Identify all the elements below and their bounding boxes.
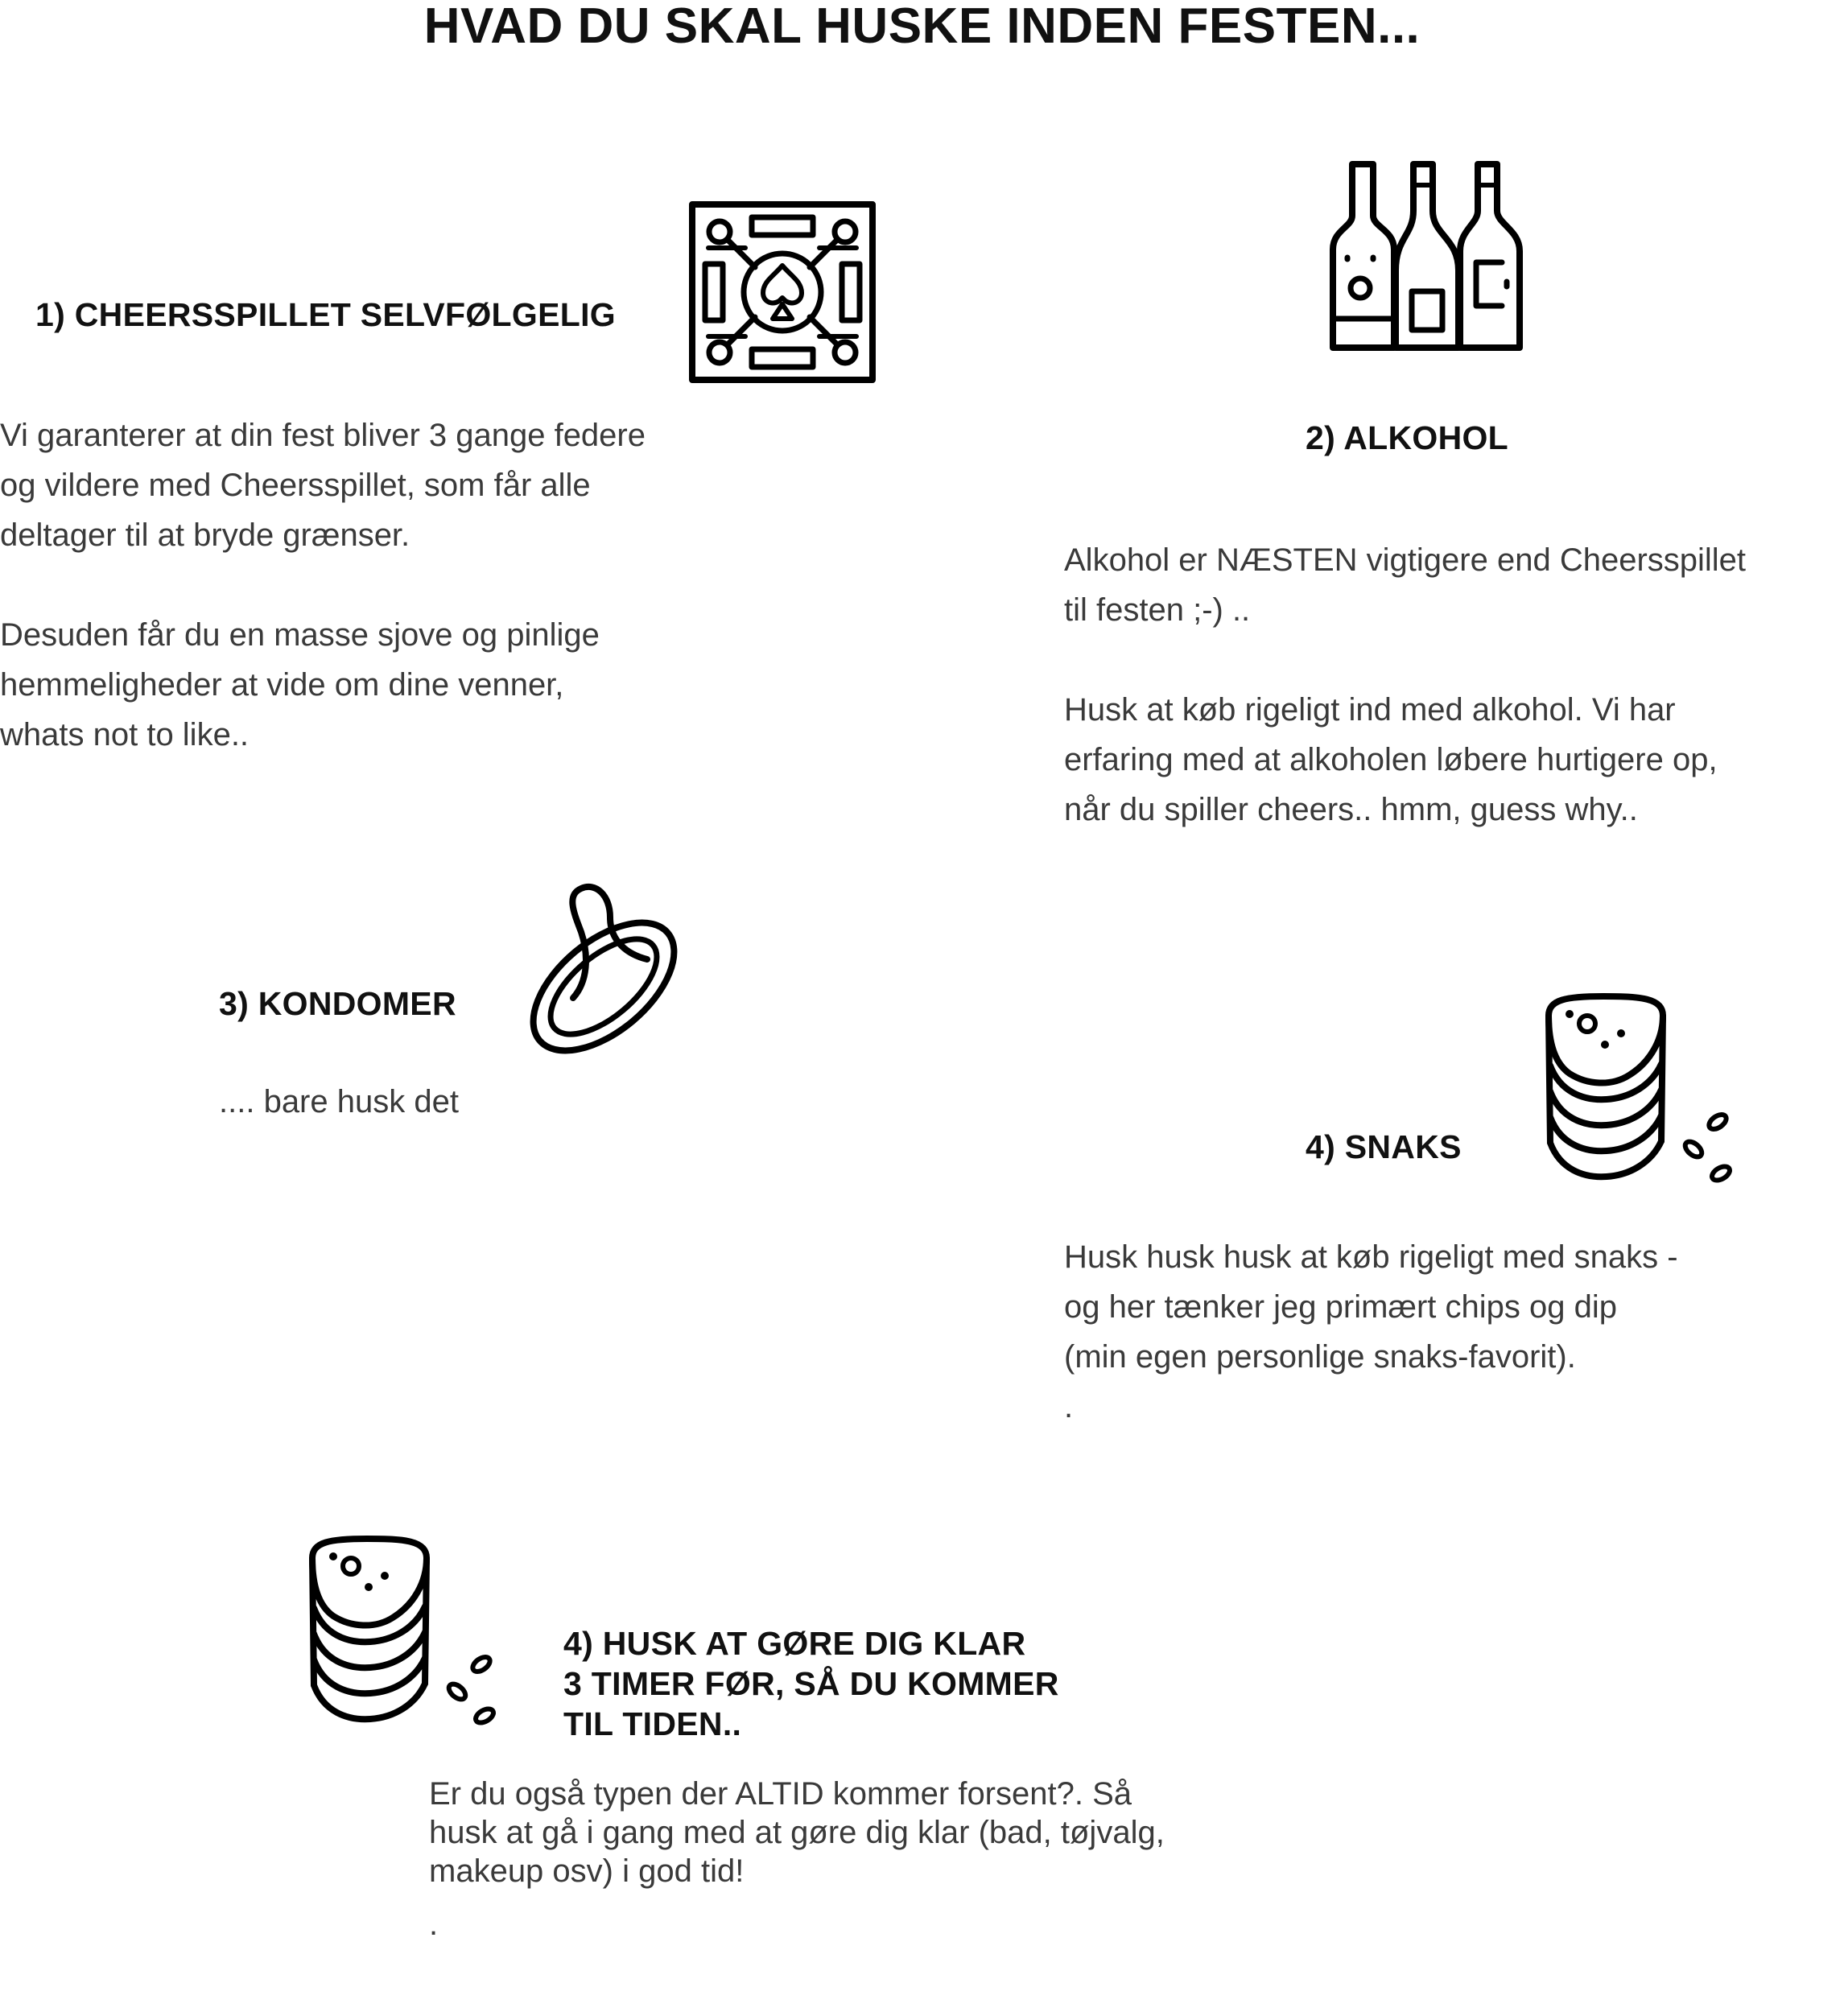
section-3-body: .... bare husk det <box>219 1077 459 1127</box>
text-line: Vi garanterer at din fest bliver 3 gange… <box>0 418 646 453</box>
text-line: . <box>429 1907 439 1942</box>
heading-line: 4) HUSK AT GØRE DIG KLAR <box>563 1625 1026 1662</box>
text-line: . <box>1064 1389 1074 1424</box>
heading-line: 3 TIMER FØR, SÅ DU KOMMER <box>563 1665 1059 1702</box>
text-line: erfaring med at alkoholen løbere hurtige… <box>1064 742 1718 777</box>
text-line: når du spiller cheers.. hmm, guess why.. <box>1064 792 1638 827</box>
text-line: Husk husk husk at køb rigeligt med snaks… <box>1064 1239 1678 1275</box>
text-line: whats not to like.. <box>0 717 250 752</box>
text-line: Er du også typen der ALTID kommer forsen… <box>429 1776 1132 1812</box>
section-4-heading: 4) SNAKS <box>1306 1128 1462 1165</box>
section-4-body: Husk husk husk at køb rigeligt med snaks… <box>1064 1232 1678 1432</box>
text-line: makeup osv) i god tid! <box>429 1853 745 1889</box>
bottles-icon <box>1328 158 1524 356</box>
text-line: Desuden får du en masse sjove og pinlige <box>0 617 600 653</box>
section-1-heading: 1) CHEERSSPILLET SELVFØLGELIG <box>35 296 616 333</box>
section-5-heading: 4) HUSK AT GØRE DIG KLAR 3 TIMER FØR, SÅ… <box>563 1623 1059 1744</box>
section-5-body: Er du også typen der ALTID kommer forsen… <box>429 1775 1165 1944</box>
text-line: .... bare husk det <box>219 1084 459 1119</box>
text-line: Alkohol er NÆSTEN vigtigere end Cheerssp… <box>1064 542 1747 578</box>
section-2-heading: 2) ALKOHOL <box>1306 419 1509 456</box>
text-line: husk at gå i gang med at gøre dig klar (… <box>429 1815 1165 1850</box>
chips-stack-icon <box>1542 992 1739 1186</box>
text-line: og vildere med Cheersspillet, som får al… <box>0 468 591 503</box>
text-line: til festen ;-) .. <box>1064 592 1251 628</box>
chips-stack-icon <box>306 1534 502 1729</box>
text-line: deltager til at bryde grænser. <box>0 517 410 553</box>
heading-line: TIL TIDEN.. <box>563 1705 742 1742</box>
section-3-heading: 3) KONDOMER <box>219 985 456 1022</box>
text-line: Husk at køb rigeligt ind med alkohol. Vi… <box>1064 692 1676 728</box>
text-line: (min egen personlige snaks-favorit). <box>1064 1339 1576 1375</box>
text-line: hemmeligheder at vide om dine venner, <box>0 667 564 703</box>
section-2-body: Alkohol er NÆSTEN vigtigere end Cheerssp… <box>1064 535 1746 835</box>
page-title: HVAD DU SKAL HUSKE INDEN FESTEN... <box>423 0 1421 54</box>
section-1-body: Vi garanterer at din fest bliver 3 gange… <box>0 410 646 760</box>
condom-icon <box>515 879 692 1056</box>
text-line: og her tænker jeg primært chips og dip <box>1064 1289 1617 1325</box>
board-game-icon <box>689 201 876 383</box>
